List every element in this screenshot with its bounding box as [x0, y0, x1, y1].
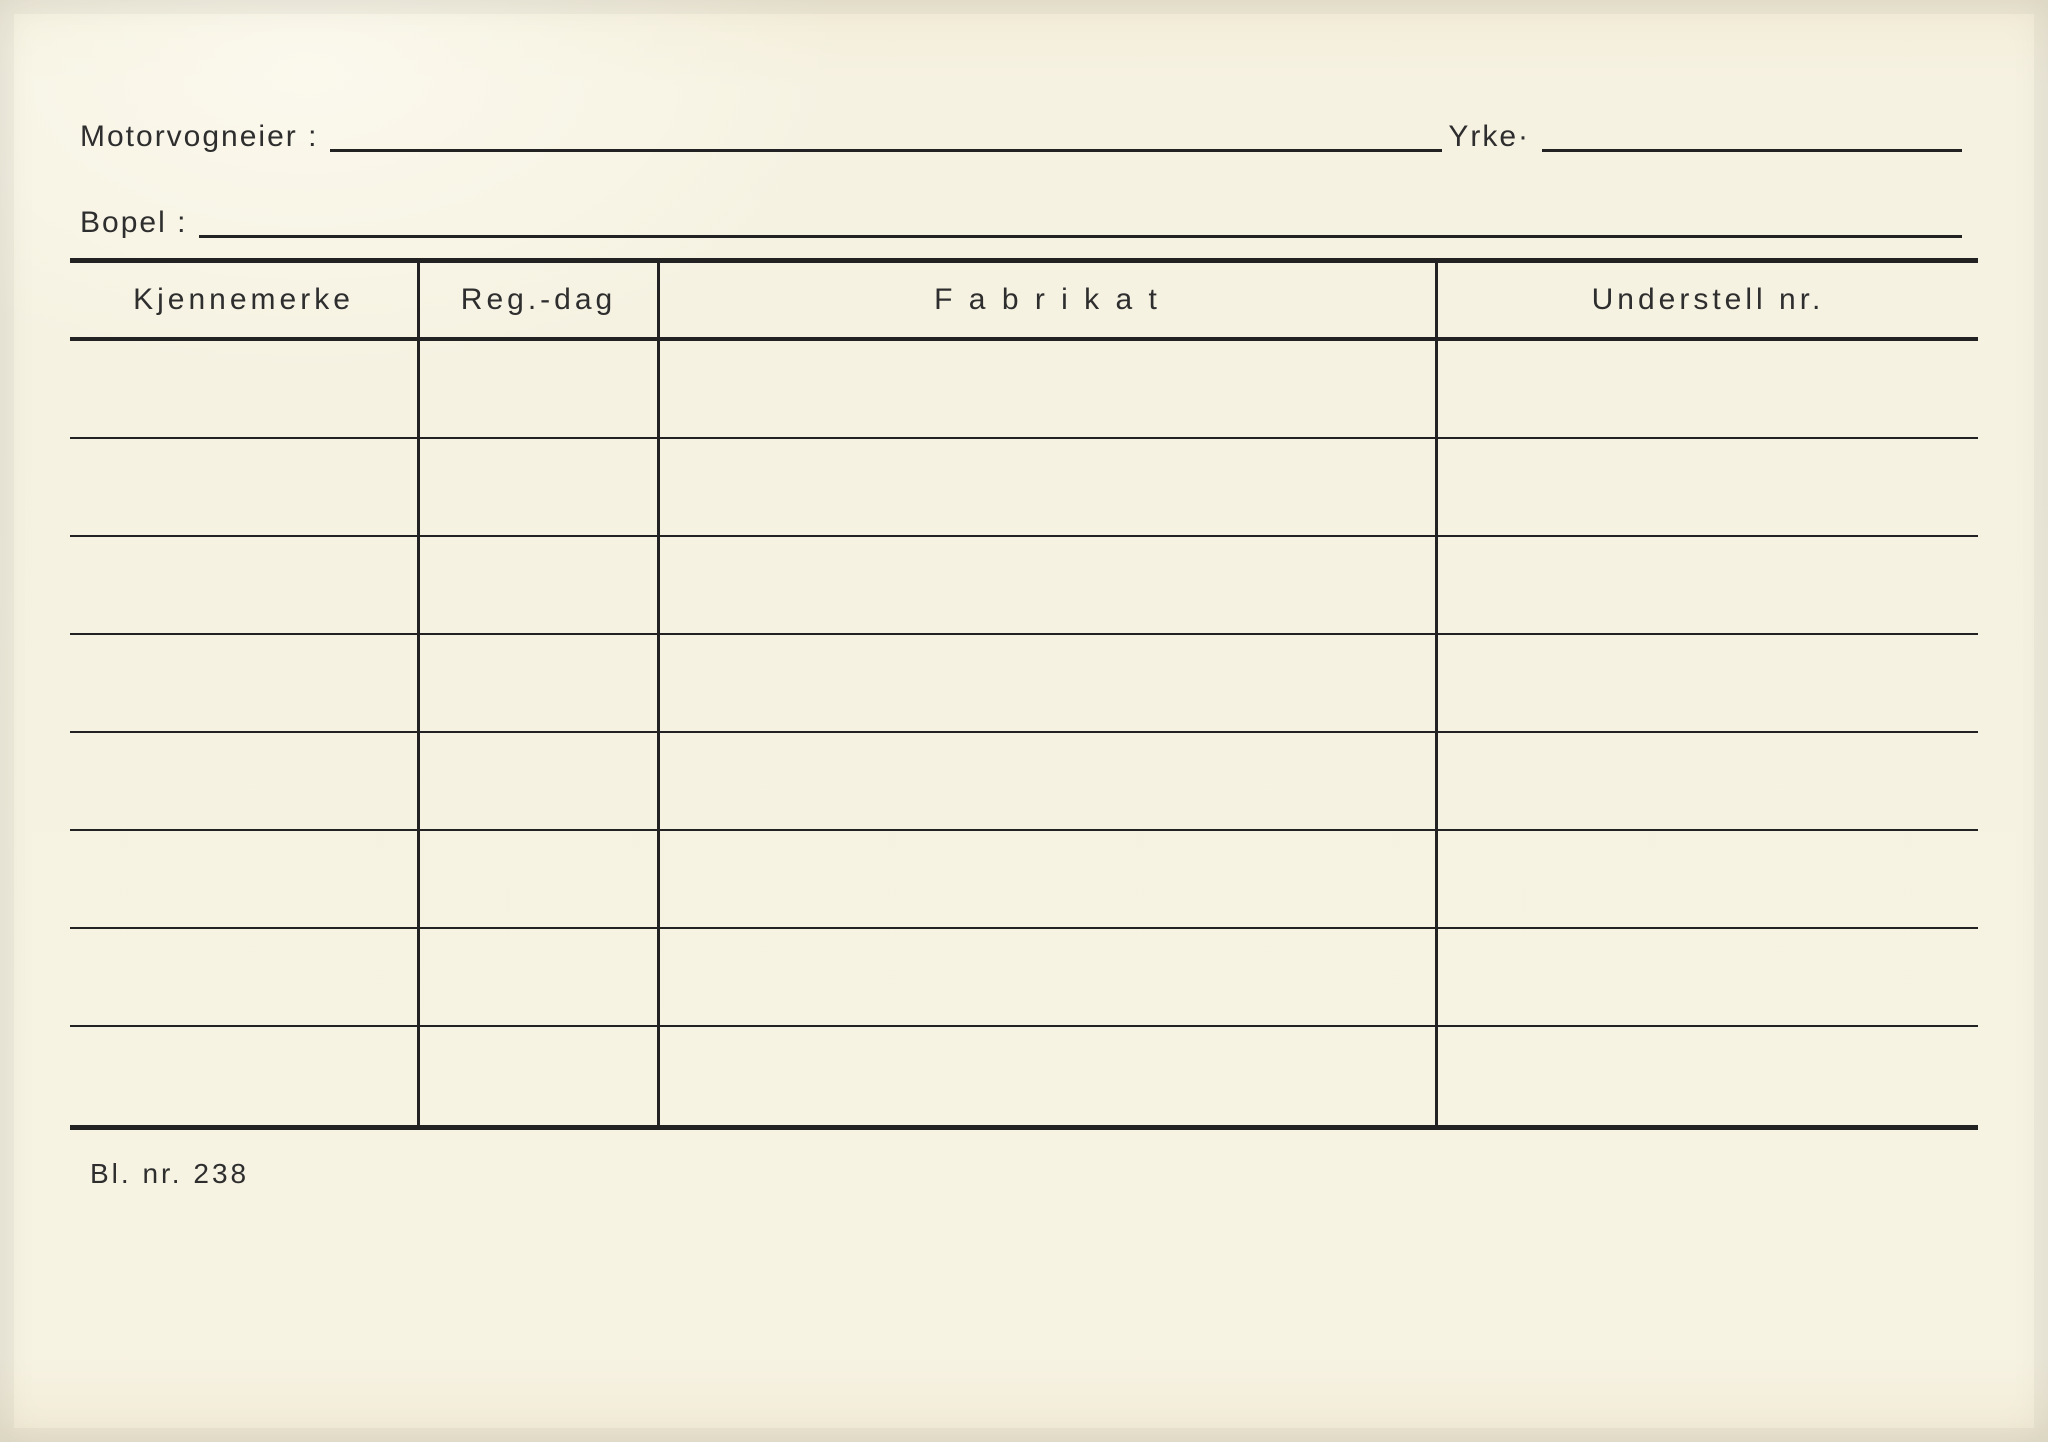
- cell-understell[interactable]: [1438, 733, 1978, 831]
- table-header-row: Kjennemerke Reg.-dag F a b r i k a t Und…: [70, 263, 1978, 341]
- cell-understell[interactable]: [1438, 635, 1978, 733]
- table-row: [70, 929, 1978, 1027]
- occupation-label: Yrke·: [1448, 120, 1536, 154]
- cell-regdag[interactable]: [420, 1027, 660, 1125]
- owner-label: Motorvogneier :: [80, 120, 324, 154]
- column-header-kjennemerke: Kjennemerke: [70, 263, 420, 341]
- cell-regdag[interactable]: [420, 635, 660, 733]
- cell-kjennemerke[interactable]: [70, 929, 420, 1027]
- cell-kjennemerke[interactable]: [70, 831, 420, 929]
- cell-fabrikat[interactable]: [660, 537, 1438, 635]
- cell-regdag[interactable]: [420, 341, 660, 439]
- cell-regdag[interactable]: [420, 733, 660, 831]
- vehicle-table: Kjennemerke Reg.-dag F a b r i k a t Und…: [70, 258, 1978, 1130]
- occupation-field[interactable]: [1542, 122, 1962, 152]
- cell-regdag[interactable]: [420, 537, 660, 635]
- table-row: [70, 733, 1978, 831]
- cell-fabrikat[interactable]: [660, 1027, 1438, 1125]
- cell-kjennemerke[interactable]: [70, 439, 420, 537]
- owner-field[interactable]: [330, 122, 1442, 152]
- cell-regdag[interactable]: [420, 831, 660, 929]
- cell-kjennemerke[interactable]: [70, 341, 420, 439]
- cell-regdag[interactable]: [420, 929, 660, 1027]
- residence-line: Bopel :: [70, 206, 1978, 240]
- cell-fabrikat[interactable]: [660, 439, 1438, 537]
- cell-fabrikat[interactable]: [660, 831, 1438, 929]
- cell-fabrikat[interactable]: [660, 635, 1438, 733]
- column-header-fabrikat: F a b r i k a t: [660, 263, 1438, 341]
- cell-understell[interactable]: [1438, 341, 1978, 439]
- cell-understell[interactable]: [1438, 929, 1978, 1027]
- cell-fabrikat[interactable]: [660, 929, 1438, 1027]
- form-number: Bl. nr. 238: [70, 1158, 1978, 1190]
- registration-card: Motorvogneier : Yrke· Bopel : Kjennemerk…: [0, 0, 2048, 1442]
- table-row: [70, 341, 1978, 439]
- table-row: [70, 537, 1978, 635]
- column-header-understell: Understell nr.: [1438, 263, 1978, 341]
- cell-kjennemerke[interactable]: [70, 635, 420, 733]
- cell-understell[interactable]: [1438, 439, 1978, 537]
- cell-fabrikat[interactable]: [660, 341, 1438, 439]
- cell-kjennemerke[interactable]: [70, 1027, 420, 1125]
- table-row: [70, 831, 1978, 929]
- cell-regdag[interactable]: [420, 439, 660, 537]
- cell-understell[interactable]: [1438, 537, 1978, 635]
- column-header-regdag: Reg.-dag: [420, 263, 660, 341]
- table-row: [70, 439, 1978, 537]
- cell-kjennemerke[interactable]: [70, 537, 420, 635]
- cell-fabrikat[interactable]: [660, 733, 1438, 831]
- table-row: [70, 635, 1978, 733]
- cell-understell[interactable]: [1438, 1027, 1978, 1125]
- cell-kjennemerke[interactable]: [70, 733, 420, 831]
- table-row: [70, 1027, 1978, 1125]
- residence-label: Bopel :: [80, 206, 193, 240]
- owner-line: Motorvogneier : Yrke·: [70, 120, 1978, 154]
- cell-understell[interactable]: [1438, 831, 1978, 929]
- residence-field[interactable]: [199, 208, 1962, 238]
